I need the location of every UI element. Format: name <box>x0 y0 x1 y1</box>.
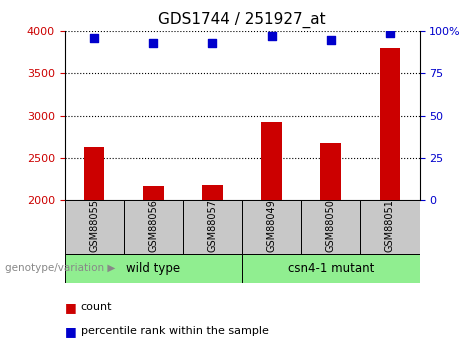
Text: GSM88051: GSM88051 <box>385 199 395 252</box>
Bar <box>143 186 164 200</box>
Text: GSM88055: GSM88055 <box>89 199 99 252</box>
Point <box>209 40 216 46</box>
Point <box>327 37 334 42</box>
Text: csn4-1 mutant: csn4-1 mutant <box>288 262 374 275</box>
Bar <box>124 200 183 254</box>
Bar <box>183 200 242 254</box>
Bar <box>361 200 420 254</box>
Bar <box>84 147 105 200</box>
Text: count: count <box>81 302 112 312</box>
Point <box>149 40 157 46</box>
Text: GSM88057: GSM88057 <box>207 199 218 252</box>
Text: GSM88050: GSM88050 <box>326 199 336 252</box>
Point <box>386 30 394 36</box>
Bar <box>301 200 361 254</box>
Text: wild type: wild type <box>126 262 180 275</box>
Text: GSM88056: GSM88056 <box>148 199 158 252</box>
Text: genotype/variation ▶: genotype/variation ▶ <box>5 264 115 273</box>
Bar <box>261 122 282 200</box>
Text: percentile rank within the sample: percentile rank within the sample <box>81 326 269 336</box>
Bar <box>65 200 124 254</box>
Bar <box>242 200 301 254</box>
Bar <box>320 142 341 200</box>
Point <box>268 33 275 39</box>
Title: GDS1744 / 251927_at: GDS1744 / 251927_at <box>158 12 326 28</box>
Text: ■: ■ <box>65 325 76 338</box>
Bar <box>379 48 400 200</box>
Bar <box>202 185 223 200</box>
Bar <box>242 254 420 283</box>
Point <box>90 35 98 41</box>
Text: ■: ■ <box>65 300 76 314</box>
Bar <box>65 254 242 283</box>
Text: GSM88049: GSM88049 <box>266 199 277 252</box>
